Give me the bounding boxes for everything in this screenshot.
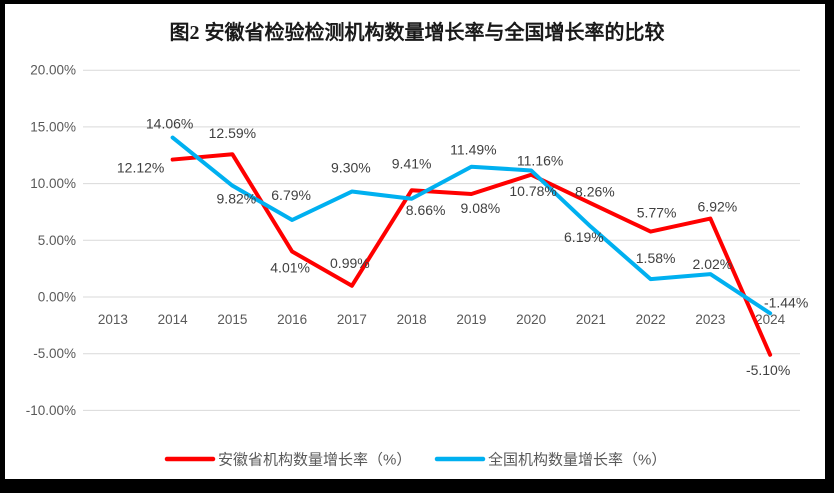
data-point-label: -5.10% bbox=[746, 362, 790, 378]
y-axis-tick-label: -10.00% bbox=[26, 403, 76, 418]
frame-border-left bbox=[0, 0, 5, 493]
x-axis-tick-label: 2023 bbox=[695, 312, 725, 327]
frame-border-right bbox=[825, 0, 834, 493]
x-axis-tick-label: 2020 bbox=[516, 312, 546, 327]
x-axis-tick-label: 2015 bbox=[217, 312, 247, 327]
x-axis-tick-label: 2018 bbox=[397, 312, 427, 327]
series-line-national bbox=[170, 135, 773, 316]
data-point-label: 11.49% bbox=[450, 142, 496, 158]
x-axis-tick-label: 2013 bbox=[98, 312, 128, 327]
y-axis-tick-label: 0.00% bbox=[38, 290, 76, 305]
frame-border-bottom bbox=[0, 479, 834, 493]
x-axis-tick-label: 2014 bbox=[158, 312, 189, 327]
x-axis-tick-label: 2022 bbox=[636, 312, 666, 327]
data-labels: 12.12% 12.59% 4.01% 0.99% 9.41% 9.08% 10.78% 8.… bbox=[117, 116, 808, 378]
y-axis-tick-label: 20.00% bbox=[30, 63, 76, 78]
y-axis-tick-label: 10.00% bbox=[30, 176, 76, 191]
data-point-label: 12.59% bbox=[209, 125, 256, 141]
data-point-label: 10.78% bbox=[509, 183, 556, 199]
data-point-label: 8.66% bbox=[406, 202, 446, 218]
data-point-label: 9.82% bbox=[217, 191, 257, 207]
x-axis-tick-label: 2019 bbox=[456, 312, 486, 327]
data-point-label: 6.79% bbox=[271, 187, 311, 203]
legend-label: 安徽省机构数量增长率（%） bbox=[218, 452, 411, 469]
data-point-label: 11.16% bbox=[517, 152, 563, 168]
x-axis-tick-label: 2024 bbox=[755, 312, 786, 327]
data-point-label: 12.12% bbox=[117, 160, 164, 176]
series-line-anhui bbox=[170, 152, 773, 357]
data-point-label: 0.99% bbox=[330, 255, 370, 271]
series-lines bbox=[170, 135, 773, 357]
x-axis-tick-label: 2021 bbox=[576, 312, 606, 327]
y-axis-tick-label: -5.00% bbox=[33, 346, 76, 361]
y-axis-tick-label: 15.00% bbox=[30, 119, 76, 134]
frame-border-top bbox=[0, 0, 834, 4]
data-point-label: 14.06% bbox=[146, 116, 193, 132]
y-axis-tick-label: 5.00% bbox=[38, 233, 76, 248]
data-point-label: 5.77% bbox=[637, 205, 677, 221]
data-point-label: 9.30% bbox=[331, 160, 371, 176]
data-point-label: 9.41% bbox=[392, 155, 432, 171]
chart-title: 图2 安徽省检验检测机构数量增长率与全国增长率的比较 bbox=[170, 20, 665, 44]
legend: 安徽省机构数量增长率（%） 全国机构数量增长率（%） bbox=[164, 451, 666, 469]
legend-label: 全国机构数量增长率（%） bbox=[488, 451, 666, 469]
data-point-label: 6.92% bbox=[698, 199, 738, 215]
data-point-label: 9.08% bbox=[461, 200, 501, 216]
x-axis-tick-label: 2017 bbox=[337, 312, 367, 327]
y-axis-labels: 20.00% 15.00% 10.00% 5.00% 0.00% -5.00% -10.00… bbox=[26, 63, 76, 418]
x-axis-tick-label: 2016 bbox=[277, 312, 307, 327]
data-point-label: 4.01% bbox=[270, 260, 310, 276]
data-point-label: 6.19% bbox=[564, 229, 604, 245]
data-point-label: -1.44% bbox=[764, 294, 808, 310]
data-point-label: 8.26% bbox=[575, 183, 615, 199]
x-axis-labels: 2013 2014 2015 2016 2017 2018 2019 2020 2021 2022… bbox=[98, 312, 786, 327]
data-point-label: 1.58% bbox=[636, 250, 676, 266]
data-point-label: 2.02% bbox=[693, 256, 733, 272]
